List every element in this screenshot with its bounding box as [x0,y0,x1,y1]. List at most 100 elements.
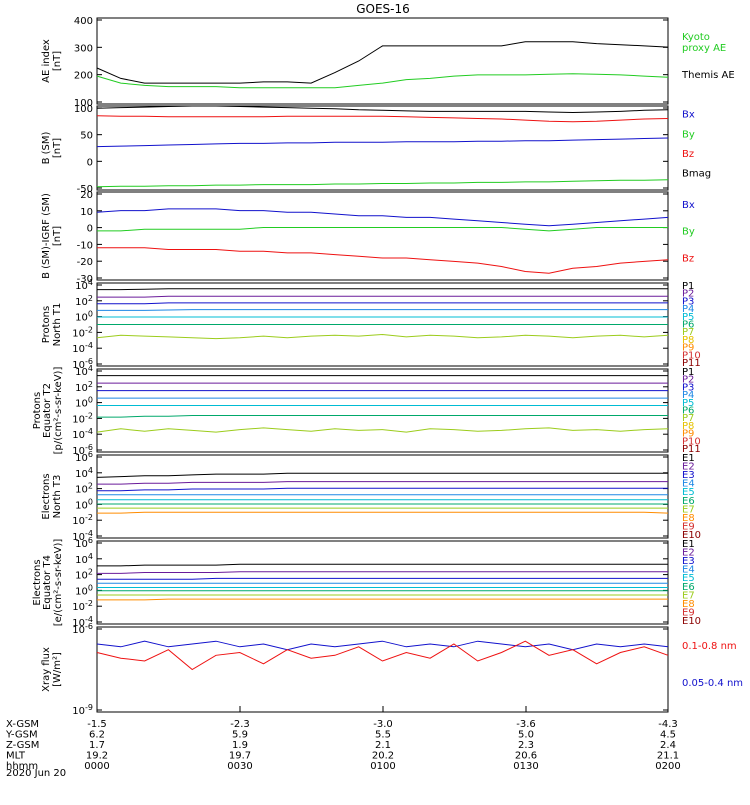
legend-entry: P3 [682,296,694,307]
panel-bigrf: 20 10 0 -10 -20 -30 B (SM)-IGRF (SM) [nT] Bx By Bz [41,190,695,285]
legend-entry: By [682,129,695,140]
legend-entry: By [682,227,695,238]
legend-entry: E3 [682,556,695,567]
legend-entry: P6 [682,406,694,417]
x-row-value: 4.5 [660,730,676,741]
legend-entry: P10 [682,350,701,361]
legend-entry: P4 [682,304,694,315]
x-row-value: 0130 [513,761,538,772]
legend-entry: Bz [682,149,694,160]
y-tick-label: 10-4 [72,615,93,629]
series-line [96,640,669,651]
legend-entry: 0.1-0.8 nm [682,641,737,652]
legend-entry: P9 [682,343,694,354]
y-axis-label: Protons [41,306,52,343]
x-row-value: 5.5 [375,730,391,741]
series-line [96,208,669,227]
y-axis-label: North T1 [52,303,63,347]
y-tick-label: 10 [80,207,93,218]
series-line [97,295,668,298]
y-tick-label: -50 [77,184,93,195]
x-row-value: -1.5 [87,719,107,730]
y-tick-label: 10-6 [72,443,93,457]
legend-entry: E5 [682,487,695,498]
series-line [97,487,668,492]
x-row-value: 0000 [84,761,109,772]
series-line [96,41,669,84]
y-tick-label: 106 [75,536,93,550]
series-line [97,227,668,232]
y-tick-label: 10-2 [72,411,93,425]
y-tick-label: 100 [74,104,93,115]
series-line [96,333,669,340]
y-axis-label: Protons [32,392,43,429]
series-line [97,563,668,567]
legend-entry: E3 [682,470,695,481]
y-axis-label: [W/m²] [52,652,63,687]
panel-frame [96,17,669,105]
legend-entry: P9 [682,429,694,440]
legend-entry: E1 [682,453,695,464]
legend-entry: P7 [682,327,694,338]
x-row-value: 21.1 [657,751,679,762]
series-line [96,427,669,433]
y-tick-label: -30 [77,274,93,285]
y-tick-label: 400 [74,16,93,27]
x-row-value: 0030 [227,761,252,772]
y-axis-label: [e/(cm²-s-sr-keV)] [53,539,64,627]
legend-entry: P1 [682,281,694,292]
legend-entry: E9 [682,521,695,532]
x-row-value: -2.3 [230,719,250,730]
y-tick-label: 104 [75,466,93,480]
y-axis-label: [nT] [52,51,63,71]
y-tick-label: 106 [75,450,93,464]
panel-frame [96,368,669,453]
panel-frame [96,191,669,281]
y-tick-label: 104 [75,364,93,378]
legend-entry: E6 [682,582,695,593]
series-line [97,598,668,601]
x-row-value: -3.0 [373,719,393,730]
y-tick-label: 10-2 [72,513,93,527]
x-row-value: 2.1 [375,740,391,751]
x-row-value: 2.3 [518,740,534,751]
series-line [97,415,668,418]
panel-frame [96,454,669,539]
legend-entry: E4 [682,479,695,490]
legend-entry: P10 [682,436,701,447]
y-tick-label: 10-6 [72,622,93,636]
x-row-value: 19.2 [86,751,108,762]
legend-entry: P8 [682,335,694,346]
series-line [96,640,669,671]
y-axis-label: North T3 [52,475,63,519]
series-line [97,309,668,311]
series-line [97,577,668,580]
legend-entry: P4 [682,390,694,401]
y-tick-label: 10-9 [72,703,93,717]
y-tick-label: 102 [75,482,93,496]
x-row-value: 5.0 [518,730,534,741]
legend-entry: P11 [682,444,701,455]
series-line [97,288,668,291]
series-line [97,247,669,274]
legend-entry: P3 [682,382,694,393]
y-axis-label: [nT] [52,138,63,158]
panel-frame [96,540,669,625]
series-line [96,105,669,114]
legend-entry: P8 [682,421,694,432]
panel-frame [96,105,669,191]
series-line [97,511,669,514]
legend-entry: Bz [682,253,694,264]
y-tick-label: 104 [75,278,93,292]
x-row-value: 0100 [370,761,395,772]
y-tick-label: 102 [75,294,93,308]
y-tick-label: 100 [74,98,93,109]
y-tick-label: 10-6 [72,357,93,371]
y-tick-label: 10-2 [72,325,93,339]
legend-entry: Kyoto [682,32,710,43]
y-tick-label: 104 [75,552,93,566]
